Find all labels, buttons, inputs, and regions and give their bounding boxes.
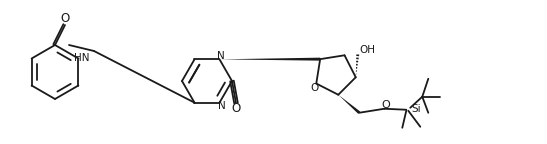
Text: HN: HN <box>74 53 89 62</box>
Text: Si: Si <box>411 104 421 114</box>
Text: OH: OH <box>360 45 376 55</box>
Text: O: O <box>310 83 318 93</box>
Text: N: N <box>217 51 224 61</box>
Polygon shape <box>338 95 360 114</box>
Text: O: O <box>231 103 241 115</box>
Text: O: O <box>381 100 389 110</box>
Text: N: N <box>218 101 225 111</box>
Polygon shape <box>219 58 320 61</box>
Text: O: O <box>60 13 69 25</box>
